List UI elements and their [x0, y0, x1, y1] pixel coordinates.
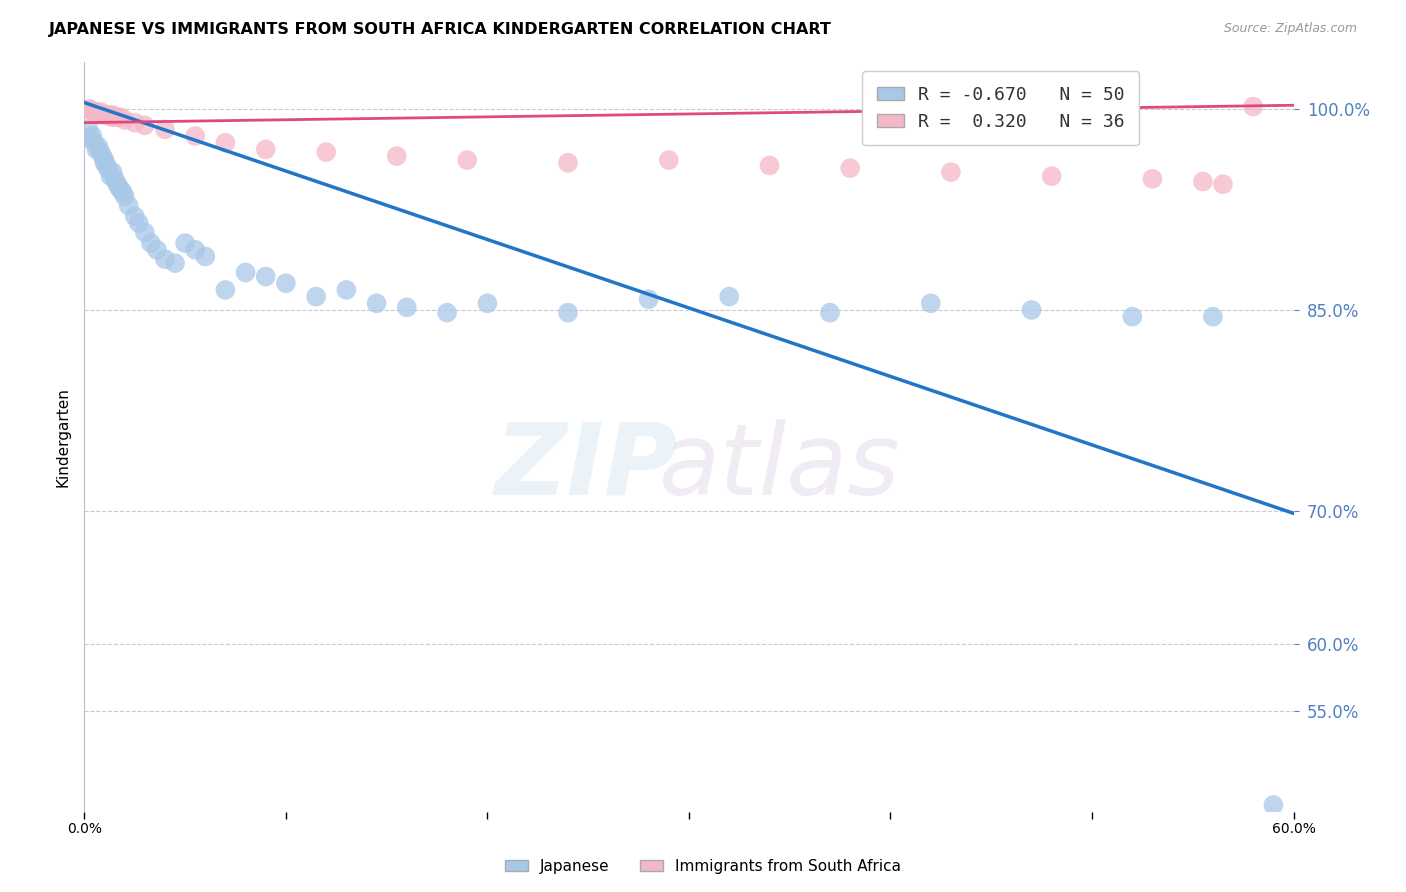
Point: [456, 153, 478, 167]
Point: [718, 289, 741, 303]
Point: [77, 102, 100, 116]
Point: [134, 118, 156, 132]
Point: [93, 107, 115, 121]
Point: [105, 176, 128, 190]
Point: [184, 128, 207, 143]
Point: [97, 162, 120, 177]
Point: [1202, 310, 1225, 324]
Point: [89, 145, 111, 159]
Point: [87, 107, 110, 121]
Point: [235, 266, 257, 280]
Point: [82, 128, 104, 143]
Point: [128, 216, 150, 230]
Point: [77, 122, 100, 136]
Point: [939, 165, 962, 179]
Point: [114, 189, 136, 203]
Y-axis label: Kindergarten: Kindergarten: [55, 387, 70, 487]
Point: [335, 283, 357, 297]
Point: [101, 110, 124, 124]
Point: [1121, 310, 1143, 324]
Point: [194, 249, 217, 264]
Point: [174, 235, 197, 250]
Point: [105, 110, 128, 124]
Point: [146, 243, 169, 257]
Point: [557, 155, 579, 169]
Point: [1021, 302, 1043, 317]
Point: [86, 104, 108, 119]
Point: [1142, 171, 1164, 186]
Point: [110, 182, 132, 196]
Point: [184, 243, 207, 257]
Point: [97, 109, 120, 123]
Point: [107, 179, 129, 194]
Point: [436, 305, 458, 319]
Point: [79, 102, 101, 116]
Point: [83, 136, 105, 150]
Point: [165, 256, 187, 270]
Legend: R = -0.670   N = 50, R =  0.320   N = 36: R = -0.670 N = 50, R = 0.320 N = 36: [862, 71, 1139, 145]
Point: [1192, 175, 1215, 189]
Point: [214, 283, 236, 297]
Point: [1241, 99, 1264, 113]
Point: [83, 104, 105, 119]
Point: [395, 300, 418, 315]
Point: [104, 109, 127, 123]
Text: ZIP: ZIP: [495, 418, 678, 516]
Point: [153, 122, 176, 136]
Point: [477, 296, 499, 310]
Point: [920, 296, 942, 310]
Point: [385, 149, 408, 163]
Point: [1263, 797, 1285, 812]
Point: [87, 139, 110, 153]
Point: [254, 269, 277, 284]
Point: [110, 110, 132, 124]
Point: [118, 198, 141, 212]
Point: [86, 142, 108, 157]
Point: [254, 142, 277, 157]
Legend: Japanese, Immigrants from South Africa: Japanese, Immigrants from South Africa: [499, 853, 907, 880]
Point: [214, 136, 236, 150]
Point: [818, 305, 841, 319]
Text: JAPANESE VS IMMIGRANTS FROM SOUTH AFRICA KINDERGARTEN CORRELATION CHART: JAPANESE VS IMMIGRANTS FROM SOUTH AFRICA…: [49, 22, 832, 37]
Text: 60.0%: 60.0%: [1271, 822, 1316, 837]
Point: [839, 161, 862, 175]
Point: [134, 225, 156, 239]
Point: [658, 153, 681, 167]
Point: [79, 131, 101, 145]
Point: [557, 305, 579, 319]
Text: Source: ZipAtlas.com: Source: ZipAtlas.com: [1223, 22, 1357, 36]
Point: [91, 107, 114, 121]
Point: [637, 293, 659, 307]
Point: [91, 149, 114, 163]
Point: [1040, 169, 1063, 184]
Point: [305, 289, 328, 303]
Point: [114, 112, 136, 127]
Point: [274, 276, 297, 290]
Point: [89, 104, 111, 119]
Point: [96, 107, 118, 121]
Point: [1212, 177, 1234, 192]
Point: [111, 186, 134, 200]
Point: [82, 104, 104, 119]
Point: [758, 159, 780, 173]
Point: [124, 209, 146, 223]
Point: [124, 115, 146, 129]
Point: [100, 107, 122, 121]
Point: [315, 145, 337, 159]
Point: [93, 153, 115, 167]
Point: [93, 155, 115, 169]
Point: [139, 235, 162, 250]
Text: atlas: atlas: [659, 418, 900, 516]
Text: 0.0%: 0.0%: [67, 822, 101, 837]
Point: [153, 252, 176, 266]
Point: [104, 171, 127, 186]
Point: [101, 165, 124, 179]
Point: [100, 169, 122, 184]
Point: [96, 159, 118, 173]
Point: [366, 296, 388, 310]
